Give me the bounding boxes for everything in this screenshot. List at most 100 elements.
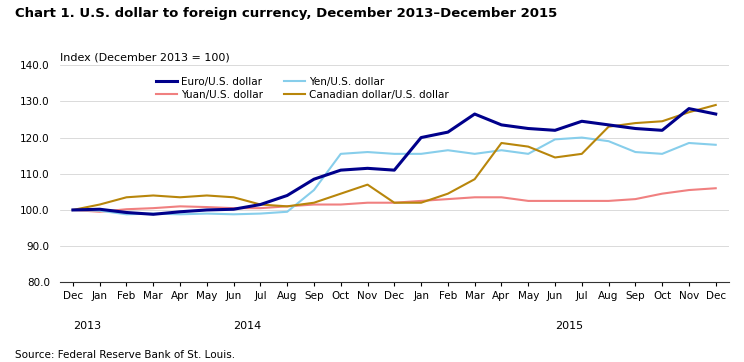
Canadian dollar/U.S. dollar [363,182,372,187]
Yuan/U.S. dollar [283,204,292,209]
Yen/U.S. dollar [524,152,533,156]
Euro/U.S. dollar [176,210,185,214]
Euro/U.S. dollar [631,126,640,131]
Yuan/U.S. dollar [256,206,265,210]
Canadian dollar/U.S. dollar [711,103,720,107]
Euro/U.S. dollar [95,207,104,211]
Text: 2013: 2013 [73,321,101,331]
Yen/U.S. dollar [631,150,640,154]
Euro/U.S. dollar [551,128,559,132]
Yen/U.S. dollar [95,209,104,213]
Euro/U.S. dollar [68,208,77,212]
Canadian dollar/U.S. dollar [176,195,185,199]
Legend: Euro/U.S. dollar, Yuan/U.S. dollar, Yen/U.S. dollar, Canadian dollar/U.S. dollar: Euro/U.S. dollar, Yuan/U.S. dollar, Yen/… [152,72,452,104]
Euro/U.S. dollar [684,106,693,111]
Yen/U.S. dollar [658,152,667,156]
Text: Source: Federal Reserve Bank of St. Louis.: Source: Federal Reserve Bank of St. Loui… [15,350,235,360]
Euro/U.S. dollar [229,207,238,211]
Yen/U.S. dollar [176,212,185,216]
Euro/U.S. dollar [524,126,533,131]
Yen/U.S. dollar [551,137,559,142]
Euro/U.S. dollar [604,123,613,127]
Euro/U.S. dollar [470,112,479,116]
Canadian dollar/U.S. dollar [390,201,399,205]
Euro/U.S. dollar [122,210,131,215]
Euro/U.S. dollar [256,202,265,207]
Yen/U.S. dollar [470,152,479,156]
Euro/U.S. dollar [149,212,158,216]
Line: Canadian dollar/U.S. dollar: Canadian dollar/U.S. dollar [73,105,716,210]
Yuan/U.S. dollar [95,210,104,214]
Canadian dollar/U.S. dollar [631,121,640,125]
Yuan/U.S. dollar [604,199,613,203]
Yuan/U.S. dollar [310,202,318,207]
Yen/U.S. dollar [390,152,399,156]
Euro/U.S. dollar [417,135,426,140]
Yuan/U.S. dollar [470,195,479,199]
Canadian dollar/U.S. dollar [470,177,479,181]
Canadian dollar/U.S. dollar [417,201,426,205]
Yen/U.S. dollar [122,212,131,216]
Yuan/U.S. dollar [551,199,559,203]
Yen/U.S. dollar [149,211,158,216]
Yuan/U.S. dollar [149,206,158,210]
Yen/U.S. dollar [310,188,318,192]
Euro/U.S. dollar [390,168,399,172]
Yuan/U.S. dollar [122,207,131,211]
Yen/U.S. dollar [202,211,211,216]
Euro/U.S. dollar [497,123,506,127]
Yen/U.S. dollar [68,208,77,212]
Yuan/U.S. dollar [202,205,211,209]
Yen/U.S. dollar [604,139,613,143]
Text: Index (December 2013 = 100): Index (December 2013 = 100) [60,53,229,63]
Euro/U.S. dollar [336,168,345,172]
Yuan/U.S. dollar [631,197,640,201]
Yuan/U.S. dollar [577,199,586,203]
Canadian dollar/U.S. dollar [149,193,158,198]
Canadian dollar/U.S. dollar [122,195,131,199]
Yuan/U.S. dollar [497,195,506,199]
Text: 2014: 2014 [234,321,262,331]
Yuan/U.S. dollar [684,188,693,192]
Yen/U.S. dollar [577,135,586,140]
Yen/U.S. dollar [336,152,345,156]
Euro/U.S. dollar [443,130,452,134]
Yen/U.S. dollar [497,148,506,152]
Euro/U.S. dollar [363,166,372,171]
Yuan/U.S. dollar [443,197,452,201]
Yuan/U.S. dollar [417,199,426,203]
Yuan/U.S. dollar [711,186,720,190]
Line: Yuan/U.S. dollar: Yuan/U.S. dollar [73,188,716,212]
Yen/U.S. dollar [711,143,720,147]
Canadian dollar/U.S. dollar [336,191,345,196]
Yen/U.S. dollar [283,210,292,214]
Euro/U.S. dollar [711,112,720,116]
Yuan/U.S. dollar [68,208,77,212]
Canadian dollar/U.S. dollar [658,119,667,123]
Canadian dollar/U.S. dollar [283,204,292,209]
Line: Euro/U.S. dollar: Euro/U.S. dollar [73,109,716,214]
Yen/U.S. dollar [684,141,693,145]
Text: 2015: 2015 [555,321,583,331]
Canadian dollar/U.S. dollar [524,144,533,149]
Canadian dollar/U.S. dollar [577,152,586,156]
Euro/U.S. dollar [283,193,292,198]
Euro/U.S. dollar [310,177,318,181]
Canadian dollar/U.S. dollar [202,193,211,198]
Text: Chart 1. U.S. dollar to foreign currency, December 2013–December 2015: Chart 1. U.S. dollar to foreign currency… [15,7,557,20]
Canadian dollar/U.S. dollar [229,195,238,199]
Euro/U.S. dollar [658,128,667,132]
Yuan/U.S. dollar [390,201,399,205]
Yen/U.S. dollar [229,212,238,216]
Euro/U.S. dollar [577,119,586,123]
Canadian dollar/U.S. dollar [551,155,559,160]
Yen/U.S. dollar [417,152,426,156]
Canadian dollar/U.S. dollar [497,141,506,145]
Yuan/U.S. dollar [524,199,533,203]
Euro/U.S. dollar [202,208,211,212]
Canadian dollar/U.S. dollar [604,125,613,129]
Yen/U.S. dollar [443,148,452,152]
Canadian dollar/U.S. dollar [684,110,693,114]
Yen/U.S. dollar [256,211,265,216]
Yen/U.S. dollar [363,150,372,154]
